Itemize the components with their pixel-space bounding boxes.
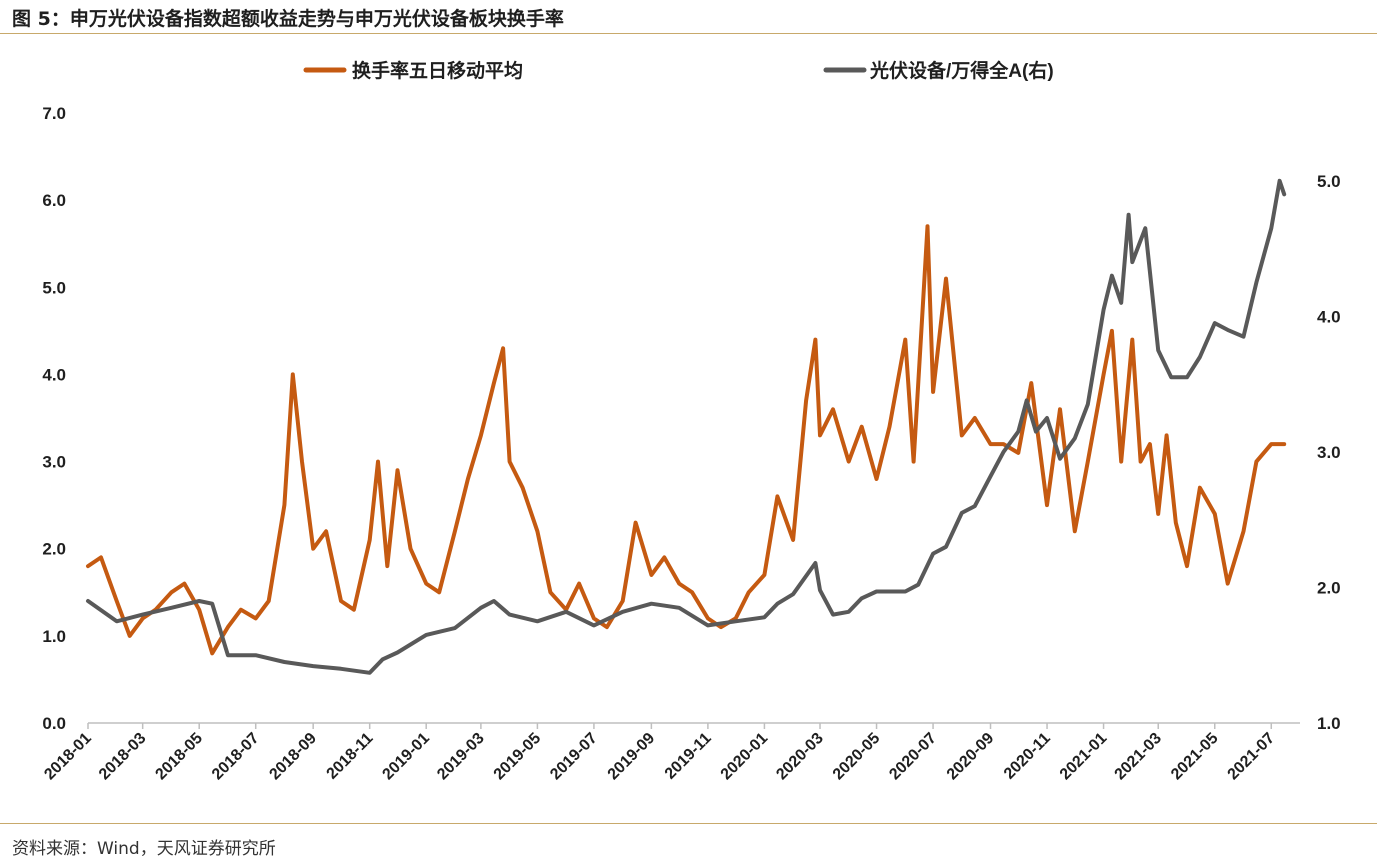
- x-tick-label: 2020-03: [773, 730, 827, 784]
- x-tick-label: 2019-11: [662, 730, 715, 783]
- top-rule: [0, 33, 1377, 34]
- x-tick-label: 2021-07: [1225, 730, 1279, 784]
- x-tick-label: 2019-05: [491, 730, 545, 784]
- x-tick-label: 2019-07: [547, 730, 601, 784]
- x-tick-label: 2020-11: [1001, 730, 1054, 783]
- x-tick-label: 2018-03: [96, 730, 150, 784]
- y-left-tick-label: 1.0: [42, 627, 66, 646]
- y-left-tick-label: 5.0: [42, 278, 66, 297]
- x-tick-label: 2021-03: [1112, 730, 1166, 784]
- x-tick-label: 2020-01: [718, 730, 772, 784]
- series-line-excess: [86, 178, 1287, 675]
- x-tick-label: 2019-03: [434, 730, 488, 784]
- y-left-tick-label: 3.0: [42, 453, 66, 472]
- y-right-tick-label: 1.0: [1317, 714, 1341, 733]
- x-tick-label: 2018-01: [41, 730, 95, 784]
- y-right-tick-label: 3.0: [1317, 443, 1341, 462]
- x-tick-label: 2020-05: [830, 730, 884, 784]
- line-chart: 换手率五日移动平均 光伏设备/万得全A(右) 2018-01 2018-03 201…: [41, 59, 1341, 784]
- y-left-tick-label: 7.0: [42, 104, 66, 123]
- y-left-tick-label: 0.0: [42, 714, 66, 733]
- x-tick-label: 2018-11: [324, 730, 377, 783]
- x-tick-label: 2018-05: [152, 730, 206, 784]
- x-tick-label: 2018-09: [266, 730, 320, 784]
- y-right-tick-label: 4.0: [1317, 307, 1341, 326]
- x-tick-label: 2020-07: [886, 730, 940, 784]
- series-line-turnover: [86, 224, 1287, 656]
- bottom-rule: [0, 823, 1377, 824]
- source-note: 资料来源：Wind，天风证券研究所: [12, 839, 276, 859]
- x-tick-label: 2019-01: [379, 730, 433, 784]
- legend: 换手率五日移动平均 光伏设备/万得全A(右): [303, 59, 1054, 82]
- x-tick-label: 2019-09: [605, 730, 659, 784]
- figure-title: 图 5：申万光伏设备指数超额收益走势与申万光伏设备板块换手率: [12, 8, 564, 30]
- x-tick-label: 2021-01: [1057, 730, 1111, 784]
- legend-label-excess: 光伏设备/万得全A(右): [869, 59, 1054, 82]
- y-right-tick-label: 2.0: [1317, 578, 1341, 597]
- legend-label-turnover: 换手率五日移动平均: [352, 59, 523, 82]
- x-tick-label: 2021-05: [1168, 730, 1222, 784]
- y-left-tick-label: 2.0: [42, 540, 66, 559]
- y-left-tick-label: 4.0: [42, 365, 66, 384]
- y-right-tick-label: 5.0: [1317, 172, 1341, 191]
- x-tick-label: 2018-07: [209, 730, 263, 784]
- y-left-tick-label: 6.0: [42, 191, 66, 210]
- x-tick-label: 2020-09: [944, 730, 998, 784]
